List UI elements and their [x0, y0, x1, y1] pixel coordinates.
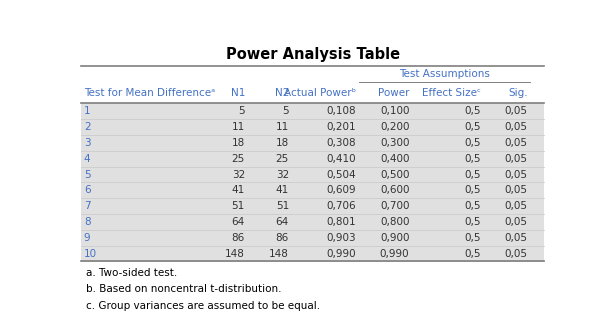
Text: 0,05: 0,05 [504, 201, 528, 211]
Text: 7: 7 [84, 201, 90, 211]
Text: 0,05: 0,05 [504, 249, 528, 259]
Bar [81, 246, 544, 261]
Text: 0,500: 0,500 [380, 169, 409, 179]
Text: Sig.: Sig. [508, 88, 528, 98]
Text: 0,609: 0,609 [326, 185, 356, 195]
Text: 8: 8 [84, 217, 90, 227]
Text: 6: 6 [84, 185, 90, 195]
Text: 32: 32 [232, 169, 245, 179]
Text: 0,05: 0,05 [504, 233, 528, 243]
Text: 0,5: 0,5 [465, 233, 481, 243]
Bar [81, 182, 544, 198]
Text: 0,108: 0,108 [326, 106, 356, 116]
Text: 64: 64 [276, 217, 289, 227]
Text: 64: 64 [232, 217, 245, 227]
Text: 0,5: 0,5 [465, 185, 481, 195]
Text: 1: 1 [84, 106, 90, 116]
Text: 4: 4 [84, 154, 90, 164]
Text: 11: 11 [232, 122, 245, 132]
Text: 0,410: 0,410 [326, 154, 356, 164]
Text: 0,990: 0,990 [326, 249, 356, 259]
Text: Power: Power [378, 88, 409, 98]
Text: 0,300: 0,300 [380, 138, 409, 148]
Text: 5: 5 [239, 106, 245, 116]
Text: 0,5: 0,5 [465, 138, 481, 148]
Text: 0,05: 0,05 [504, 217, 528, 227]
Bar [81, 230, 544, 246]
Text: b. Based on noncentral t-distribution.: b. Based on noncentral t-distribution. [85, 284, 281, 294]
Text: 0,200: 0,200 [380, 122, 409, 132]
Text: 0,5: 0,5 [465, 122, 481, 132]
Text: 86: 86 [232, 233, 245, 243]
Text: 32: 32 [276, 169, 289, 179]
Bar [81, 214, 544, 230]
Text: 0,05: 0,05 [504, 169, 528, 179]
Text: 5: 5 [84, 169, 90, 179]
Bar [81, 135, 544, 151]
Text: 0,308: 0,308 [326, 138, 356, 148]
Text: 148: 148 [269, 249, 289, 259]
Text: 0,05: 0,05 [504, 106, 528, 116]
Text: 3: 3 [84, 138, 90, 148]
Text: Effect Sizeᶜ: Effect Sizeᶜ [422, 88, 481, 98]
Text: 5: 5 [282, 106, 289, 116]
Text: 51: 51 [232, 201, 245, 211]
Text: 0,5: 0,5 [465, 169, 481, 179]
Text: Test Assumptions: Test Assumptions [399, 69, 490, 79]
Text: 51: 51 [276, 201, 289, 211]
Text: 41: 41 [232, 185, 245, 195]
Text: 0,800: 0,800 [380, 217, 409, 227]
Text: 148: 148 [225, 249, 245, 259]
Text: 41: 41 [276, 185, 289, 195]
Text: 0,05: 0,05 [504, 138, 528, 148]
Text: 2: 2 [84, 122, 90, 132]
Text: 0,990: 0,990 [380, 249, 409, 259]
Text: 0,5: 0,5 [465, 106, 481, 116]
Text: 10: 10 [84, 249, 97, 259]
Text: 9: 9 [84, 233, 90, 243]
Text: Test for Mean Differenceᵃ: Test for Mean Differenceᵃ [84, 88, 215, 98]
Text: 0,504: 0,504 [326, 169, 356, 179]
Text: 0,600: 0,600 [380, 185, 409, 195]
Bar [81, 103, 544, 119]
Text: 0,400: 0,400 [380, 154, 409, 164]
Text: 86: 86 [276, 233, 289, 243]
Text: Power Analysis Table: Power Analysis Table [226, 47, 400, 62]
Bar [81, 198, 544, 214]
Text: 18: 18 [232, 138, 245, 148]
Text: 0,5: 0,5 [465, 201, 481, 211]
Text: 0,900: 0,900 [380, 233, 409, 243]
Text: 25: 25 [232, 154, 245, 164]
Text: N2: N2 [274, 88, 289, 98]
Text: 0,100: 0,100 [380, 106, 409, 116]
Text: 25: 25 [276, 154, 289, 164]
Text: 0,5: 0,5 [465, 154, 481, 164]
Bar [81, 151, 544, 166]
Bar [81, 119, 544, 135]
Text: 0,201: 0,201 [326, 122, 356, 132]
Text: a. Two-sided test.: a. Two-sided test. [85, 268, 177, 278]
Text: 0,05: 0,05 [504, 185, 528, 195]
Text: Actual Powerᵇ: Actual Powerᵇ [284, 88, 356, 98]
Text: 0,5: 0,5 [465, 249, 481, 259]
Text: N1: N1 [231, 88, 245, 98]
Text: c. Group variances are assumed to be equal.: c. Group variances are assumed to be equ… [85, 301, 320, 311]
Text: 0,05: 0,05 [504, 154, 528, 164]
Bar [81, 166, 544, 182]
Text: 18: 18 [276, 138, 289, 148]
Text: 0,706: 0,706 [326, 201, 356, 211]
Text: 0,903: 0,903 [326, 233, 356, 243]
Text: 0,05: 0,05 [504, 122, 528, 132]
Text: 0,700: 0,700 [380, 201, 409, 211]
Text: 11: 11 [276, 122, 289, 132]
Text: 0,801: 0,801 [326, 217, 356, 227]
Text: 0,5: 0,5 [465, 217, 481, 227]
